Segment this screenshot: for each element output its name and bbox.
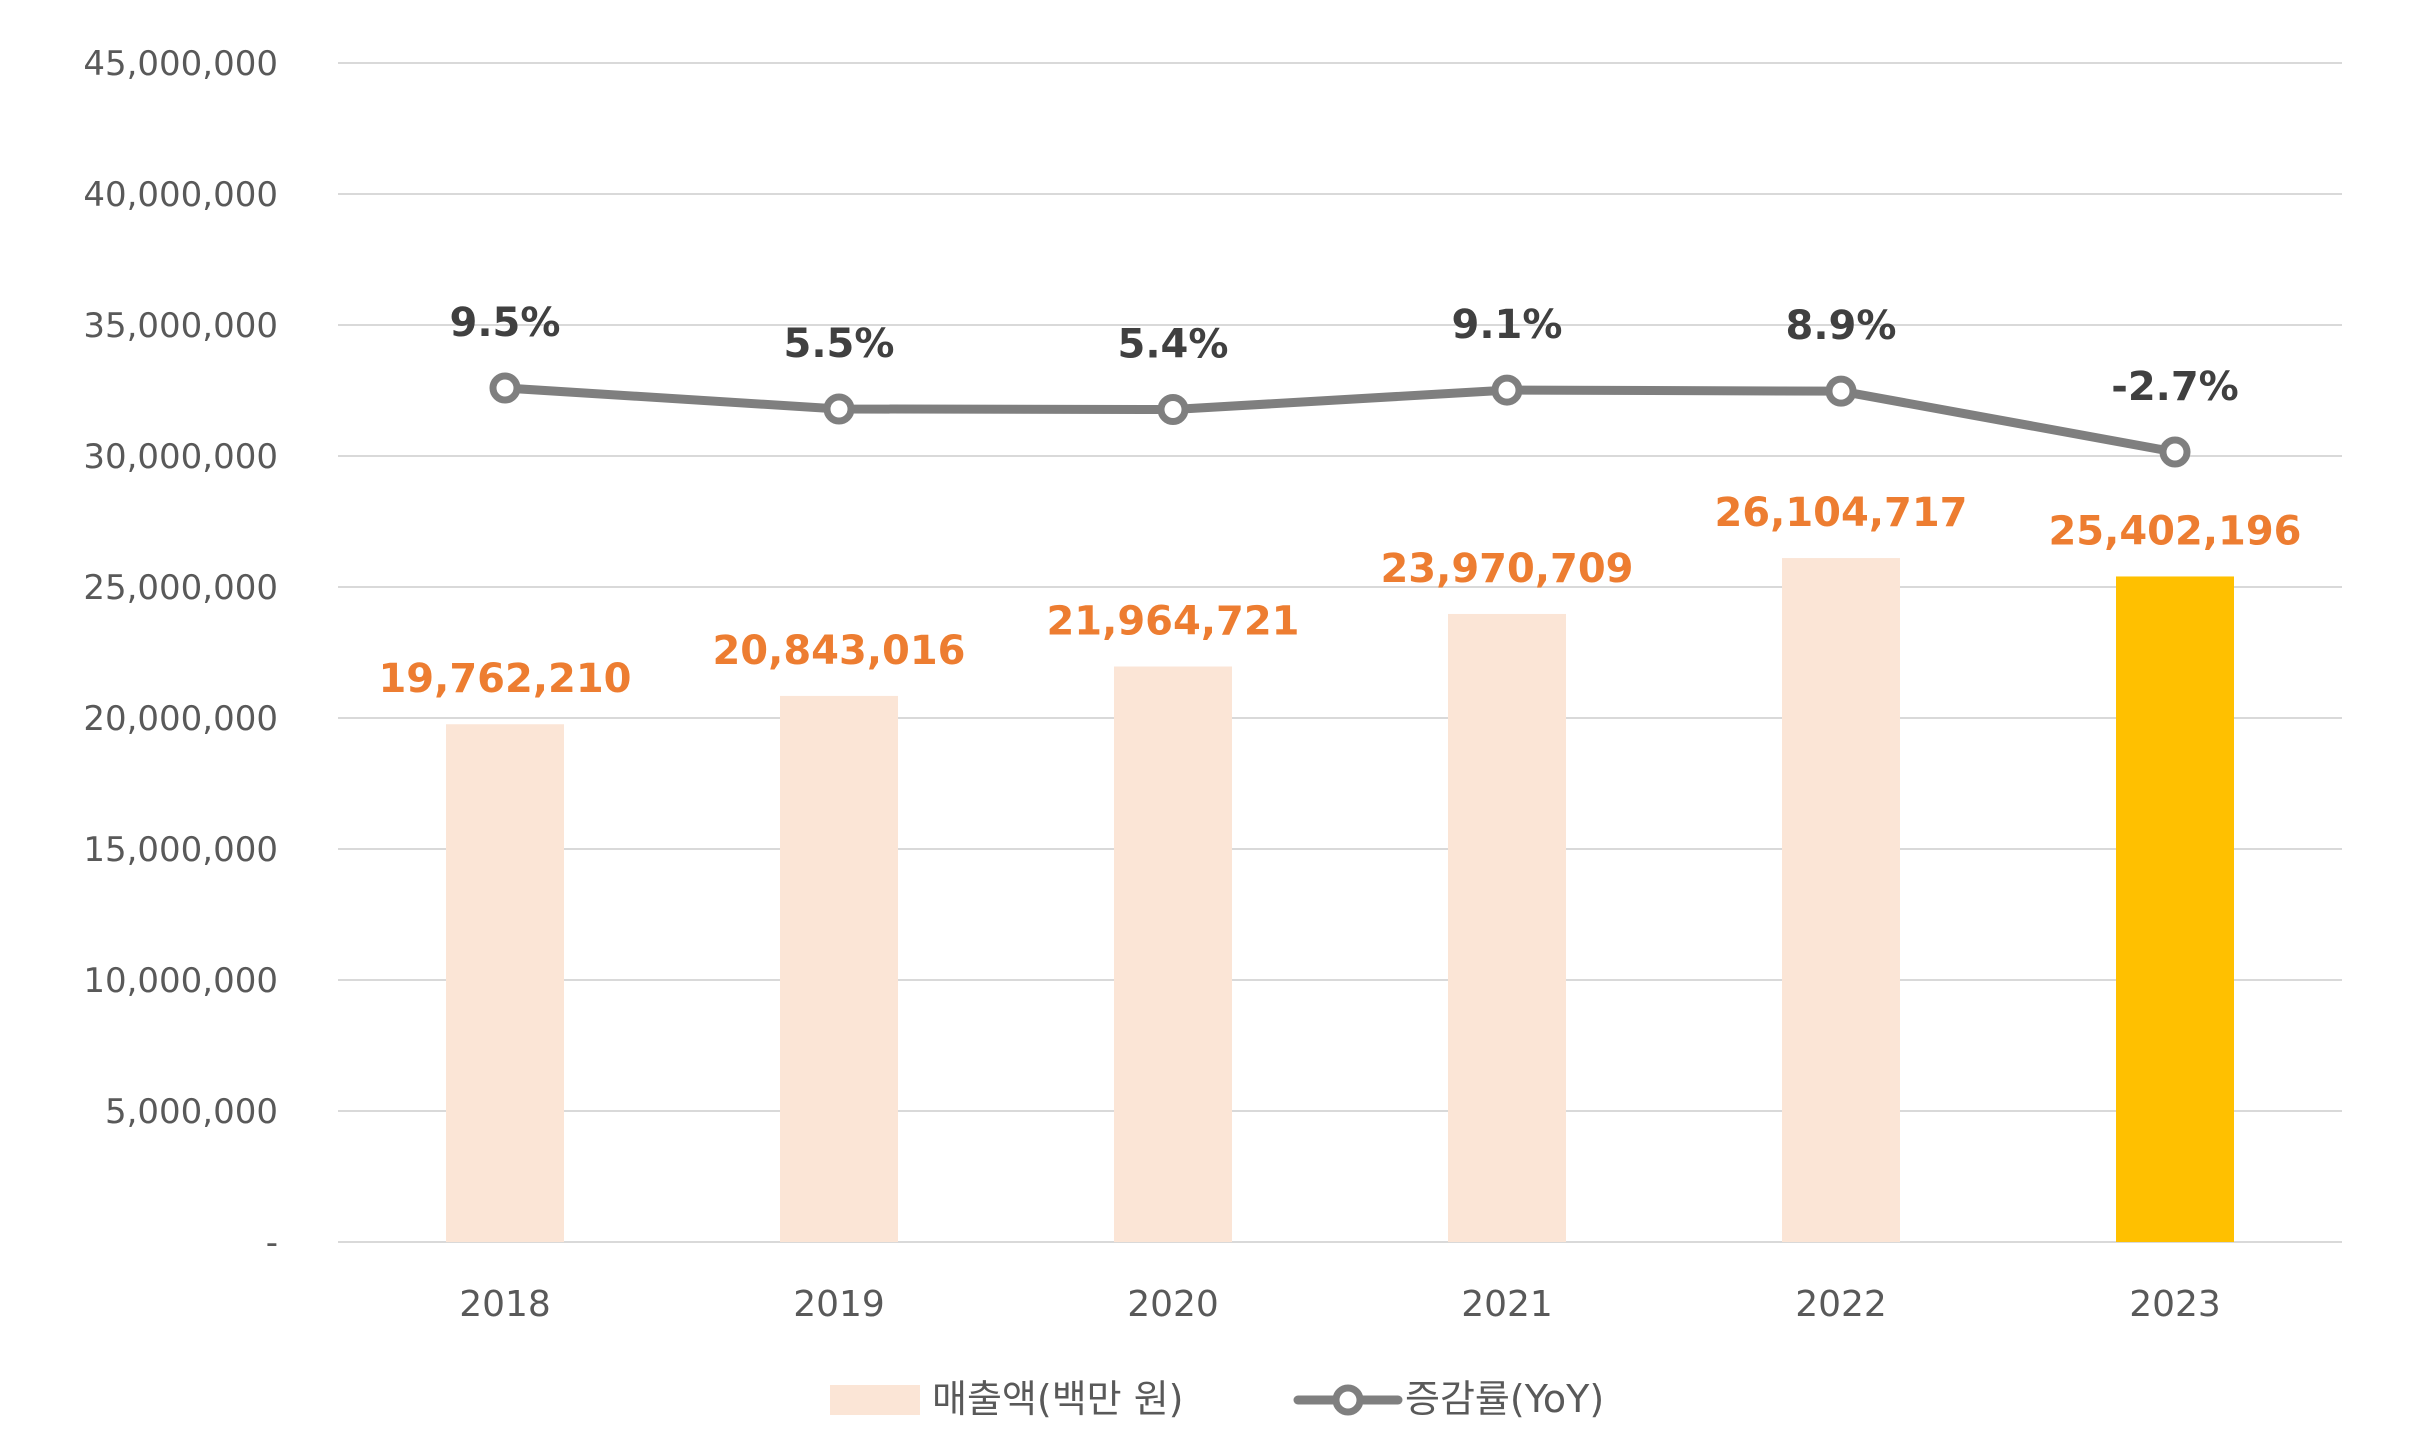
- bars: [446, 558, 2234, 1242]
- legend-marker-yoy: [1332, 1384, 1364, 1416]
- yoy-value-label-2023: -2.7%: [2111, 364, 2239, 410]
- y-tick-label-1: 5,000,000: [105, 1092, 278, 1132]
- x-tick-label-4: 2022: [1795, 1284, 1887, 1325]
- bar-2019: [780, 695, 898, 1242]
- y-tick-label-6: 30,000,000: [83, 437, 278, 477]
- bar-2018: [446, 724, 564, 1242]
- y-tick-label-3: 15,000,000: [83, 830, 278, 870]
- y-tick-label-4: 20,000,000: [83, 699, 278, 739]
- yoy-value-label-2022: 8.9%: [1786, 303, 1897, 349]
- yoy-value-label-2020: 5.4%: [1118, 322, 1229, 368]
- yoy-line: [489, 372, 2191, 468]
- bar-2022: [1782, 558, 1900, 1242]
- bar-value-label-2022: 26,104,717: [1714, 490, 1967, 536]
- yoy-value-label-2018: 9.5%: [450, 300, 561, 346]
- axes: - 5,000,000 10,000,000 15,000,000 20,000,000…: [83, 44, 2220, 1325]
- bar-value-label-2023: 25,402,196: [2048, 508, 2301, 554]
- gridlines: [338, 62, 2342, 1243]
- y-tick-label-8: 40,000,000: [83, 175, 278, 215]
- bar-2021: [1448, 613, 1566, 1242]
- yoy-marker-2021: [1491, 374, 1523, 406]
- bar-2023: [2116, 576, 2234, 1242]
- legend: 매출액(백만 원) 증감률(YoY): [830, 1377, 1604, 1421]
- yoy-value-label-2019: 5.5%: [784, 321, 895, 367]
- x-tick-label-3: 2021: [1461, 1284, 1553, 1325]
- y-tick-label-2: 10,000,000: [83, 961, 278, 1001]
- data-labels: 19,762,210 20,843,016 21,964,721 23,970,709…: [378, 300, 2301, 702]
- legend-label-revenue: 매출액(백만 원): [932, 1377, 1184, 1421]
- yoy-marker-2023: [2159, 436, 2191, 468]
- y-tick-label-7: 35,000,000: [83, 306, 278, 346]
- x-tick-label-5: 2023: [2129, 1284, 2221, 1325]
- bar-2020: [1114, 666, 1232, 1242]
- yoy-line-path: [500, 383, 2180, 457]
- y-tick-label-0: -: [266, 1223, 278, 1263]
- bar-value-label-2019: 20,843,016: [712, 628, 965, 674]
- x-tick-label-2: 2020: [1127, 1284, 1219, 1325]
- x-tick-label-1: 2019: [793, 1284, 885, 1325]
- yoy-marker-2018: [489, 372, 521, 404]
- bar-value-label-2018: 19,762,210: [378, 656, 631, 702]
- x-tick-label-0: 2018: [459, 1284, 551, 1325]
- y-tick-label-5: 25,000,000: [83, 568, 278, 608]
- yoy-value-label-2021: 9.1%: [1452, 302, 1563, 348]
- legend-swatch-revenue: [830, 1385, 920, 1415]
- yoy-marker-2022: [1825, 375, 1857, 407]
- yoy-marker-2020: [1157, 394, 1189, 426]
- yoy-marker-2019: [823, 393, 855, 425]
- bar-value-label-2020: 21,964,721: [1046, 599, 1299, 645]
- bar-value-label-2021: 23,970,709: [1380, 546, 1633, 592]
- y-tick-label-9: 45,000,000: [83, 44, 278, 84]
- legend-label-yoy: 증감률(YoY): [1405, 1377, 1604, 1421]
